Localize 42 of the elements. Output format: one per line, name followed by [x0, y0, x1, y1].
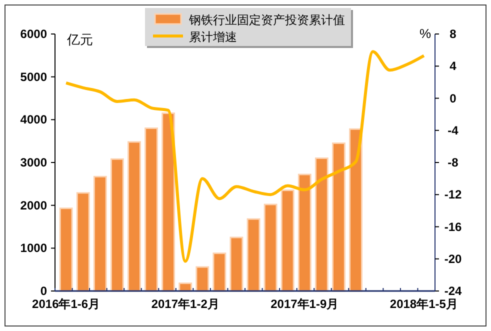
bar	[298, 174, 312, 292]
bar	[128, 141, 141, 292]
y-tick-label: 3000	[20, 156, 48, 170]
bar	[314, 157, 328, 292]
y-tick-label: 1000	[20, 241, 48, 256]
line-series	[64, 50, 426, 263]
x-tick-label: 2016年1-6月	[32, 297, 100, 311]
bar	[110, 158, 124, 292]
y-axis-title: 亿元	[66, 32, 93, 47]
legend-label: 钢铁行业固定资产投资累计值	[188, 13, 345, 27]
bar	[332, 142, 346, 292]
y2-axis-title: %	[419, 26, 432, 41]
bar	[349, 128, 362, 292]
bar	[162, 112, 176, 292]
bar	[196, 266, 210, 292]
y-tick-label: 5000	[20, 70, 48, 84]
y-tick-label: 2000	[20, 198, 48, 212]
bar	[59, 208, 73, 292]
bar	[76, 192, 90, 292]
bar	[280, 190, 294, 292]
y2-tick-label: 4	[450, 59, 457, 74]
y2-tick-label: 0	[450, 91, 457, 106]
y2-tick-label: -8	[448, 156, 459, 170]
y-tick-label: 0	[40, 284, 48, 298]
x-tick-label: 2018年1-5月	[390, 297, 458, 311]
y-tick-label: 6000	[20, 27, 48, 41]
x-tick-label: 2017年1-2月	[151, 297, 220, 311]
y2-tick-label: -20	[444, 252, 462, 266]
y2-tick-label: -12	[444, 188, 462, 202]
y2-tick-label: -4	[448, 123, 459, 138]
bar	[212, 252, 226, 292]
y2-tick-label: -24	[444, 284, 462, 298]
bar	[230, 236, 244, 292]
y-tick-label: 4000	[20, 112, 48, 127]
x-tick-label: 2017年1-9月	[270, 297, 339, 311]
bar	[246, 218, 260, 292]
legend-label: 累计增速	[189, 30, 237, 44]
y2-tick-label: 8	[450, 27, 457, 41]
bar	[93, 176, 107, 292]
bar	[264, 204, 278, 292]
y2-tick-label: -16	[444, 220, 462, 234]
bar	[144, 127, 158, 292]
